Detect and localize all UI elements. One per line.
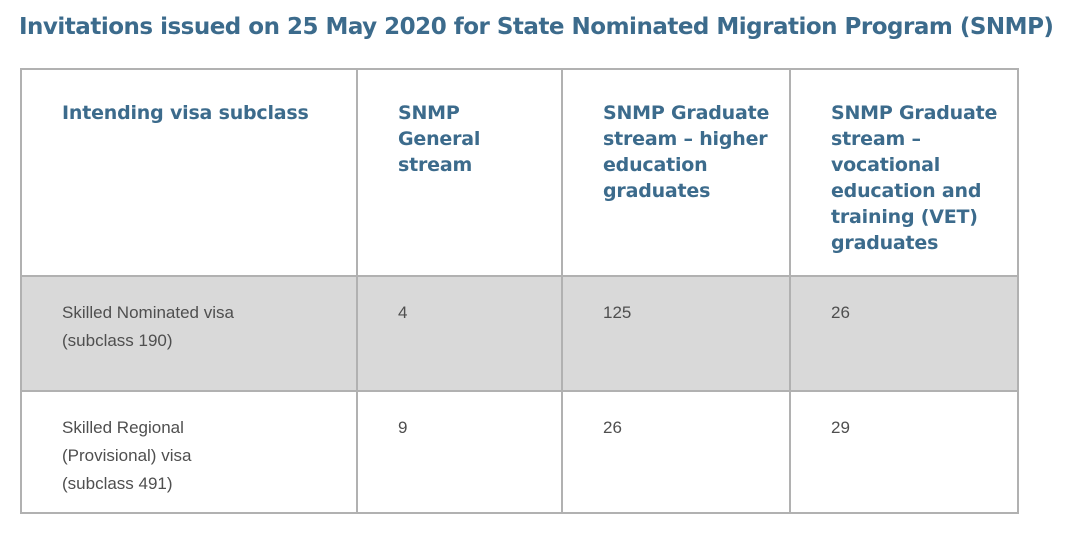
row-label-line: (subclass 190) [62, 331, 173, 350]
snmp-invitations-table: Intending visa subclass SNMP General str… [20, 68, 1019, 514]
page-title: Invitations issued on 25 May 2020 for St… [19, 14, 1054, 40]
row-label-line: (subclass 491) [62, 474, 173, 493]
table-row-subclass-491: Skilled Regional (Provisional) visa (sub… [20, 390, 1019, 514]
row-label-subclass-491: Skilled Regional (Provisional) visa (sub… [20, 390, 358, 514]
column-header-snmp-general-stream: SNMP General stream [356, 68, 563, 277]
table-header-row: Intending visa subclass SNMP General str… [20, 68, 1019, 277]
cell-value-190-vet: 26 [789, 275, 1019, 392]
row-label-subclass-190: Skilled Nominated visa (subclass 190) [20, 275, 358, 392]
column-header-snmp-graduate-higher-ed: SNMP Graduate stream – higher education … [561, 68, 791, 277]
row-label-line: Skilled Nominated visa [62, 303, 234, 322]
cell-value-491-general: 9 [356, 390, 563, 514]
column-header-snmp-graduate-vet: SNMP Graduate stream – vocational educat… [789, 68, 1019, 277]
row-label-line: Skilled Regional [62, 418, 184, 437]
row-label-line: (Provisional) visa [62, 446, 192, 465]
table-row-subclass-190: Skilled Nominated visa (subclass 190) 4 … [20, 275, 1019, 392]
cell-value-190-higher-ed: 125 [561, 275, 791, 392]
cell-value-491-vet: 29 [789, 390, 1019, 514]
cell-value-491-higher-ed: 26 [561, 390, 791, 514]
cell-value-190-general: 4 [356, 275, 563, 392]
column-header-intending-visa-subclass: Intending visa subclass [20, 68, 358, 277]
